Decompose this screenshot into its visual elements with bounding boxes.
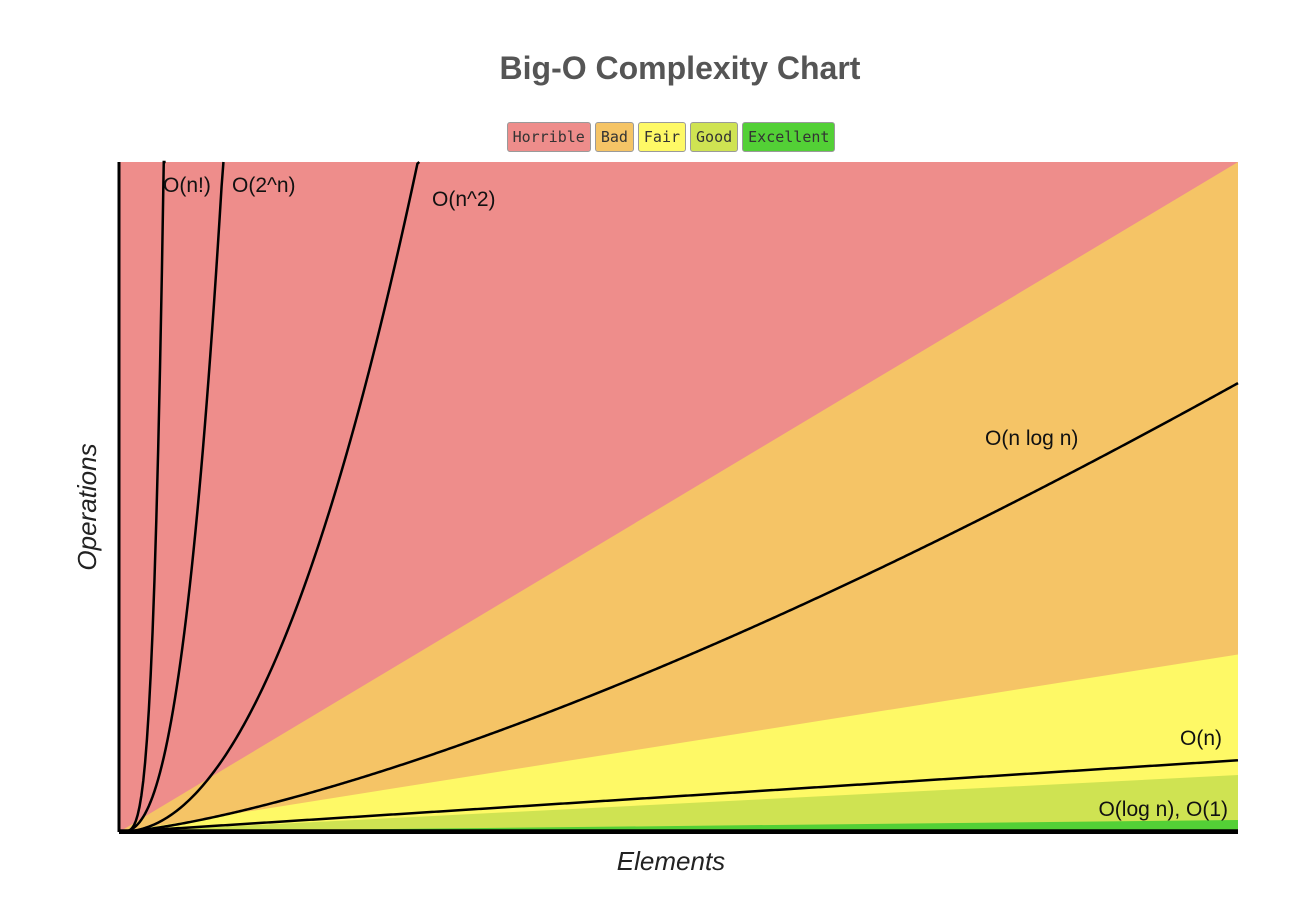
legend-good: Good	[690, 122, 739, 152]
x-axis-label: Elements	[617, 846, 725, 876]
complexity-regions	[119, 162, 1238, 832]
curve-label-linear: O(n)	[1180, 727, 1222, 750]
legend: Horrible Bad Fair Good Excellent	[0, 122, 1314, 152]
region-fair	[119, 654, 1238, 832]
legend-excellent: Excellent	[742, 122, 836, 152]
curve-label-exponential: O(2^n)	[232, 174, 296, 197]
legend-horrible: Horrible	[506, 122, 591, 152]
curve-linear	[118, 759, 1239, 834]
curve-nlogn	[118, 382, 1239, 834]
region-excellent	[119, 819, 1238, 832]
curve-label-constant: O(log n), O(1)	[1098, 798, 1228, 821]
curve-label-quadratic: O(n^2)	[432, 188, 496, 211]
curve-labels: O(n!) O(2^n) O(n^2) O(n log n) O(n) O(log n),…	[163, 174, 1228, 821]
chart-title: Big-O Complexity Chart	[499, 50, 861, 86]
curve-label-factorial: O(n!)	[163, 174, 211, 197]
y-axis-label: Operations	[72, 443, 102, 570]
curve-quadratic	[118, 161, 421, 834]
region-good	[119, 775, 1238, 832]
curve-exponential	[118, 161, 225, 834]
curve-label-nlogn: O(n log n)	[985, 427, 1078, 450]
legend-fair: Fair	[637, 122, 687, 152]
legend-bad: Bad	[594, 122, 634, 152]
region-bad	[119, 162, 1238, 832]
